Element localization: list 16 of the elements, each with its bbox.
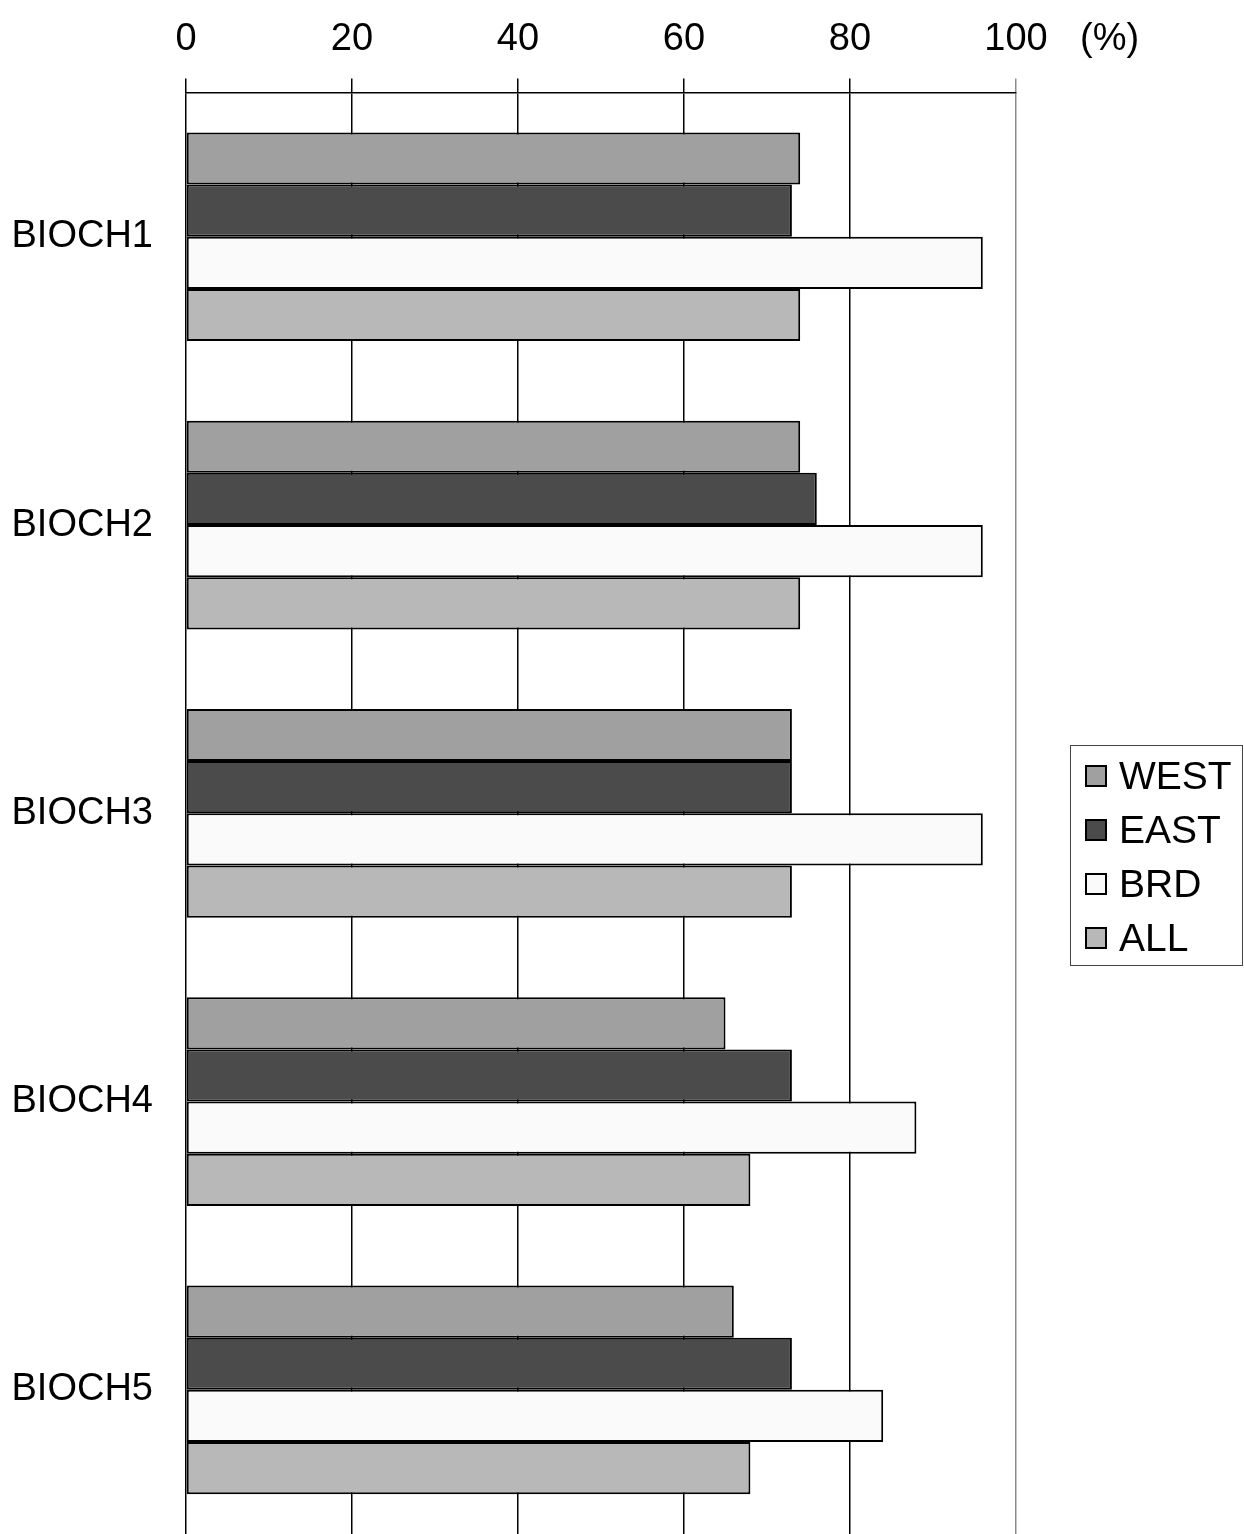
x-tick-label: 100 xyxy=(984,16,1048,59)
legend-label: EAST xyxy=(1119,808,1221,852)
x-tick-label: 0 xyxy=(175,16,197,59)
text: BRD xyxy=(1119,862,1202,906)
y-tick-label: BIOCH5 xyxy=(11,1366,153,1409)
x-axis-title: (%) xyxy=(1080,16,1140,59)
x-tick-label: 60 xyxy=(662,16,706,59)
y-tick-label: BIOCH2 xyxy=(11,501,153,544)
x-tick-label: 40 xyxy=(496,16,540,59)
legend-label: ALL xyxy=(1119,916,1189,960)
y-tick-label: BIOCH4 xyxy=(11,1078,153,1121)
x-tick-label: 80 xyxy=(828,16,872,59)
y-tick-label: BIOCH1 xyxy=(11,213,153,256)
x-tick-label: 20 xyxy=(330,16,374,59)
legend-label: WEST xyxy=(1119,754,1232,798)
y-tick-label: BIOCH3 xyxy=(11,789,153,832)
